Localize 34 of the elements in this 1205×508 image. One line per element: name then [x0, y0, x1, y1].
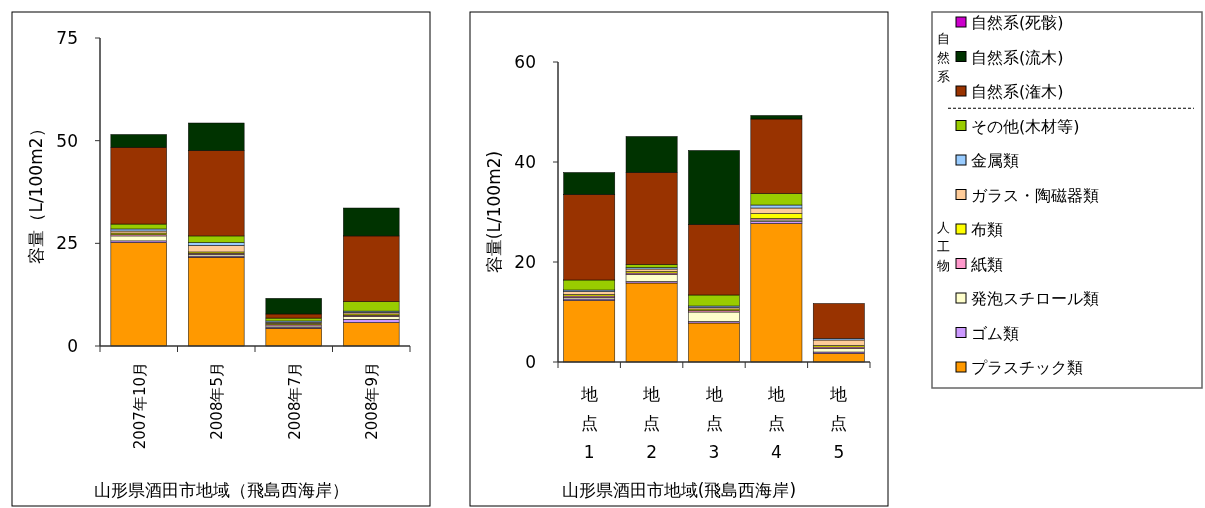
y-tick-label: 25 — [56, 233, 78, 254]
x-axis-title: 山形県酒田市地域（飛島西海岸） — [93, 480, 349, 500]
y-axis-title: 容量（L/100m2） — [26, 120, 46, 264]
y-tick-label: 40 — [514, 152, 536, 172]
y-tick-label: 20 — [514, 252, 536, 272]
legend-label: 自然系(死骸) — [971, 13, 1064, 32]
legend-label: その他(木材等) — [971, 116, 1080, 136]
x-tick-label: 2008年5月 — [208, 362, 227, 440]
legend-label: 自然系(潅木) — [971, 82, 1064, 101]
x-tick-label: 地点5 — [829, 384, 848, 462]
x-tick-label: 2008年9月 — [363, 362, 382, 440]
y-axis-title: 容量(L/100m2) — [484, 150, 504, 274]
legend-label: 発泡スチロール類 — [971, 289, 1099, 308]
legend-label: 紙類 — [971, 254, 1003, 274]
text: 自然系 — [936, 30, 950, 84]
x-tick-label: 地点1 — [579, 384, 598, 462]
y-tick-label: 75 — [56, 28, 78, 48]
x-tick-label: 地点3 — [704, 384, 723, 462]
x-tick-label: 地点2 — [642, 384, 661, 462]
x-tick-label: 2007年10月 — [130, 362, 149, 450]
y-tick-label: 0 — [525, 352, 536, 372]
x-axis-title: 山形県酒田市地域(飛島西海岸) — [561, 480, 797, 500]
legend-label: ゴム類 — [971, 323, 1019, 343]
text: 人工物 — [936, 220, 950, 274]
legend-label: 布類 — [971, 220, 1003, 239]
y-tick-label: 0 — [67, 336, 78, 356]
y-tick-label: 50 — [56, 130, 78, 151]
legend-label: 金属類 — [971, 151, 1019, 170]
x-tick-label: 地点4 — [766, 384, 785, 462]
legend-label: プラスチック類 — [971, 358, 1083, 377]
legend-label: 自然系(流木) — [971, 47, 1064, 67]
legend-label: ガラス・陶磁器類 — [971, 185, 1099, 205]
y-tick-label: 60 — [514, 52, 536, 72]
x-tick-label: 2008年7月 — [285, 362, 304, 440]
